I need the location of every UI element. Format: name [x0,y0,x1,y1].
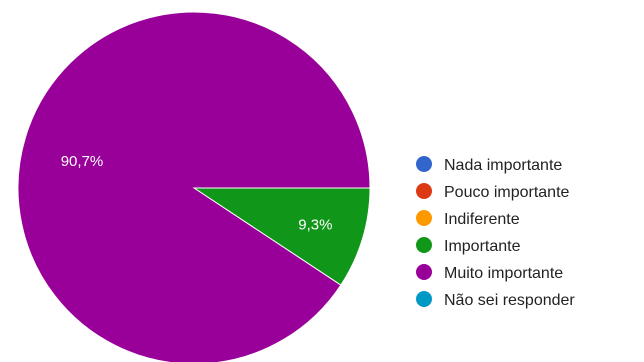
legend-swatch [416,156,432,172]
slice-label-muito-importante: 90,7% [61,153,104,170]
legend: Nada importante Pouco importante Indiferen… [416,156,575,309]
legend-label: Não sei responder [444,292,575,309]
legend-item-nada-importante[interactable]: Nada importante [416,156,562,174]
legend-item-indiferente[interactable]: Indiferente [416,210,520,228]
legend-label: Importante [444,238,521,255]
legend-swatch [416,264,432,280]
legend-swatch [416,291,432,307]
legend-label: Pouco importante [444,184,570,201]
pie-slices [17,11,371,362]
pie-slice-importante[interactable] [192,187,371,286]
legend-swatch [416,237,432,253]
legend-label: Nada importante [444,157,562,174]
legend-item-pouco-importante[interactable]: Pouco importante [416,183,570,201]
legend-item-importante[interactable]: Importante [416,237,521,255]
legend-label: Muito importante [444,265,563,282]
legend-item-nao-sei-responder[interactable]: Não sei responder [416,291,575,309]
legend-swatch [416,183,432,199]
legend-swatch [416,210,432,226]
pie-slice-muito-importante[interactable] [17,11,371,362]
legend-label: Indiferente [444,211,520,228]
pie-value-labels: 9,3% 90,7% [61,153,333,233]
slice-label-importante: 9,3% [298,216,332,233]
legend-item-muito-importante[interactable]: Muito importante [416,264,563,282]
